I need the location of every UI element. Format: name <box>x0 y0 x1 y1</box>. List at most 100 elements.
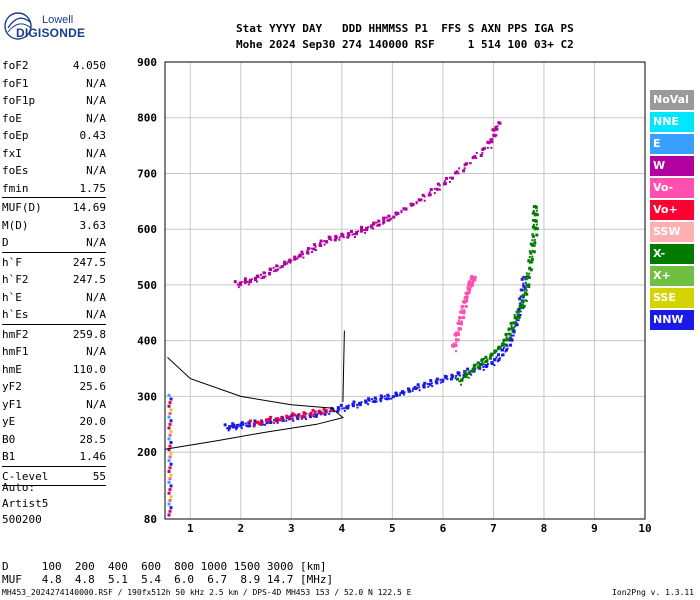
noise-point <box>169 484 173 488</box>
param-value: 1.75 <box>79 181 107 195</box>
param-value: N/A <box>86 146 106 160</box>
echo-point <box>366 228 369 231</box>
echo-point <box>356 403 358 406</box>
echo-point <box>507 329 510 332</box>
echo-point <box>527 259 531 263</box>
echo-point <box>518 314 521 317</box>
noise-point <box>169 506 173 510</box>
echo-point <box>513 321 517 325</box>
echo-point <box>454 171 457 175</box>
echo-point <box>353 235 356 238</box>
separator <box>2 251 106 253</box>
param-value: N/A <box>86 94 106 107</box>
param-value: 20.0 <box>79 415 107 428</box>
plot-frame <box>164 61 646 520</box>
echo-point <box>334 238 337 241</box>
echo-point <box>383 395 386 398</box>
echo-point <box>347 404 350 407</box>
echo-point <box>509 333 512 336</box>
param-name: MUF(D) <box>2 201 42 214</box>
echo-point <box>477 362 480 365</box>
echo-point <box>469 281 472 284</box>
echo-point <box>505 343 508 346</box>
echo-point <box>345 406 349 410</box>
echo-point <box>438 184 441 187</box>
echo-point <box>462 310 466 314</box>
echo-point <box>435 187 439 191</box>
echo-point <box>267 419 270 422</box>
echo-point <box>466 373 469 376</box>
echo-point <box>375 397 378 400</box>
echo-point <box>498 357 501 360</box>
param-row-d: D N/A <box>2 234 106 252</box>
echo-point <box>466 285 469 288</box>
echo-point <box>253 419 257 423</box>
echo-point <box>281 418 284 421</box>
echo-point <box>473 275 477 279</box>
echo-point <box>523 291 527 295</box>
param-value: 25.6 <box>79 380 107 393</box>
echo-point <box>315 249 318 252</box>
echo-point <box>395 393 399 397</box>
echo-point <box>535 227 539 231</box>
echo-point <box>304 415 307 418</box>
echo-point <box>367 398 371 402</box>
echo-point <box>336 410 339 413</box>
param-row-h-es: h`Es N/A <box>2 306 106 324</box>
echo-point <box>528 250 531 253</box>
echo-point <box>379 400 382 403</box>
echo-point <box>352 233 355 236</box>
param-name: C-level <box>2 469 49 483</box>
echo-point <box>531 255 534 258</box>
echo-point <box>493 129 496 132</box>
echo-point <box>463 167 466 170</box>
echo-point <box>290 259 293 262</box>
echo-point <box>496 346 500 350</box>
x-tick-label: 7 <box>490 522 497 535</box>
echo-point <box>486 363 489 366</box>
x-tick-label: 10 <box>638 522 651 535</box>
noise-point <box>167 437 171 441</box>
param-value: N/A <box>86 290 106 304</box>
echo-point <box>279 266 282 269</box>
echo-point <box>505 336 508 339</box>
echo-point <box>446 378 449 381</box>
echo-point <box>522 284 526 288</box>
echo-point <box>378 220 381 223</box>
echo-point <box>276 421 279 424</box>
echo-point <box>293 413 297 417</box>
echo-point <box>415 201 418 204</box>
echo-point <box>275 264 279 268</box>
noise-point <box>168 509 172 513</box>
echo-point <box>356 230 359 233</box>
echo-point <box>274 419 277 422</box>
echo-point <box>510 327 514 331</box>
param-name: foF2 <box>2 59 29 72</box>
echo-point <box>502 338 506 342</box>
echo-point <box>531 233 534 236</box>
echo-point <box>438 188 441 191</box>
echo-point <box>418 389 421 392</box>
echo-point <box>306 249 309 252</box>
param-row-yf1: yF1 N/A <box>2 396 106 414</box>
echo-point <box>431 385 434 388</box>
echo-point <box>379 223 382 226</box>
echo-point <box>524 299 527 302</box>
echo-point <box>403 207 407 211</box>
param-name: D <box>2 236 9 249</box>
param-row-b1: B1 1.46 <box>2 448 106 466</box>
echo-point <box>470 373 473 376</box>
echo-point <box>291 418 294 421</box>
echo-point <box>435 377 439 381</box>
echo-point <box>479 154 483 158</box>
echo-point <box>497 121 500 124</box>
echo-point <box>469 369 472 372</box>
echo-point <box>486 146 489 149</box>
echo-point <box>475 363 478 366</box>
param-row-fof1p: foF1p N/A <box>2 92 106 110</box>
noise-point <box>167 426 171 430</box>
param-value: 259.8 <box>72 327 106 341</box>
legend-item-nne: NNE <box>650 112 694 132</box>
x-tick-label: 9 <box>591 522 598 535</box>
param-value: 3.63 <box>79 218 107 232</box>
